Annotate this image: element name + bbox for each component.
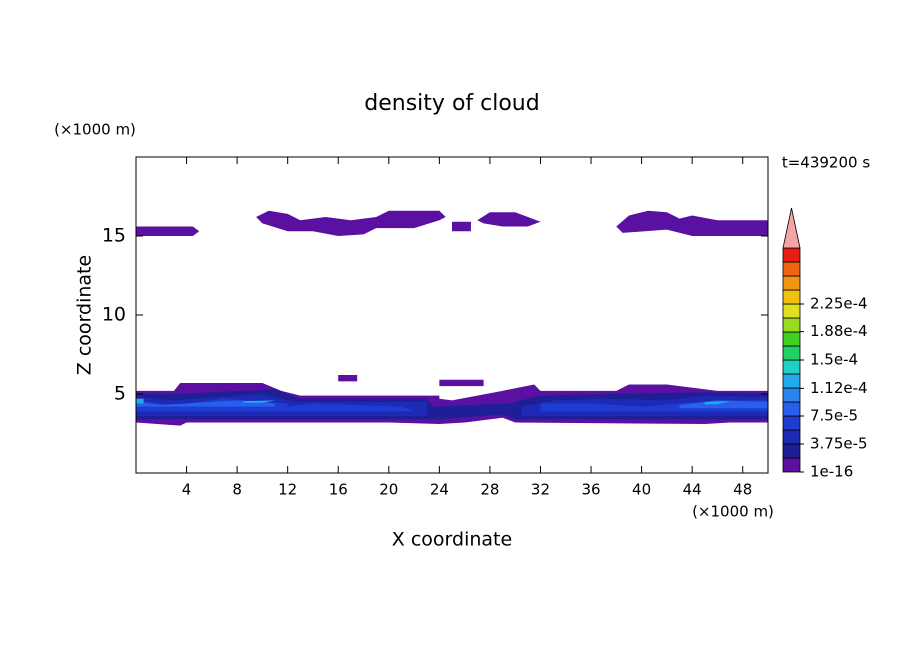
x-tick-label: 20 [379,481,398,499]
y-tick-label: 10 [102,304,126,326]
x-tick-label: 32 [531,481,550,499]
x-tick-label: 28 [480,481,499,499]
y-tick-label: 15 [102,225,126,247]
x-tick-label: 16 [329,481,348,499]
contour-region [704,401,731,405]
colorbar-label: 2.25e-4 [810,295,868,313]
colorbar-label: 7.5e-5 [810,407,858,425]
contour-region [452,221,471,232]
y-axis-title: Z coordinate [74,255,96,375]
y-unit: (×1000 m) [54,121,136,139]
contour-region [338,375,358,382]
contour-region [616,210,768,236]
colorbar-bin [782,443,801,459]
contour-region [477,212,541,227]
contour-region [243,400,276,403]
colorbar-bin [782,261,801,277]
colorbar-bin [782,345,801,361]
colorbar-bin [782,331,801,347]
x-tick-label: 24 [430,481,449,499]
colorbar-label: 1.88e-4 [810,322,868,340]
colorbar-bin [782,429,801,445]
colorbar-bin [782,359,801,375]
x-unit: (×1000 m) [692,503,774,521]
colorbar-bin [782,275,801,291]
x-tick-label: 40 [632,481,651,499]
x-tick-label: 12 [278,481,297,499]
contour-region [439,379,484,387]
colorbar-bin [782,289,801,305]
colorbar-label: 1e-16 [810,463,853,481]
contour-region [256,210,446,236]
colorbar-label: 1.5e-4 [810,351,858,369]
x-axis-title: X coordinate [392,529,512,551]
colorbar-bin [782,317,801,333]
colorbar-bin [782,303,801,319]
colorbar-bin [782,247,801,263]
x-tick-label: 44 [683,481,702,499]
colorbar-bin [782,387,801,403]
colorbar-bin [782,457,801,473]
contour-region [136,226,200,236]
colorbar-label: 1.12e-4 [810,379,868,397]
colorbar-extend [782,207,801,249]
x-tick-label: 8 [232,481,242,499]
chart-title: density of cloud [364,91,539,116]
x-tick-label: 36 [581,481,600,499]
contour-region [136,398,144,404]
x-tick-label: 48 [733,481,752,499]
time-label: t=439200 s [782,154,870,172]
colorbar-bin [782,415,801,431]
plot-frame [135,156,769,474]
colorbar-label: 3.75e-5 [810,435,868,453]
x-tick-label: 4 [182,481,192,499]
contour-region [679,400,768,409]
contour-region [136,400,276,407]
colorbar-bin [782,373,801,389]
y-tick-label: 5 [114,383,126,405]
colorbar-bin [782,401,801,417]
